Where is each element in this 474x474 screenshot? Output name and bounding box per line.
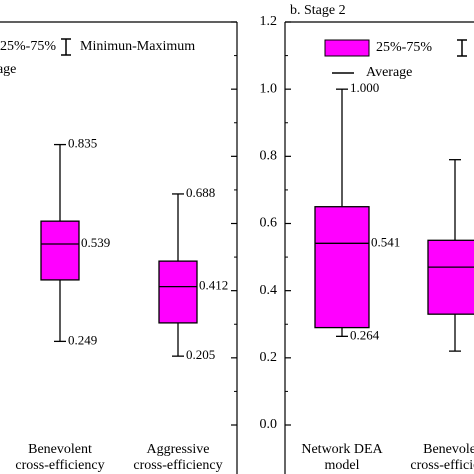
box [158, 260, 198, 324]
data-label: 0.205 [186, 347, 215, 362]
box [40, 220, 80, 281]
y-tick-label: 1.0 [260, 81, 278, 96]
data-label: 0.539 [81, 235, 110, 250]
legend-label: Minimun-Maximum [80, 39, 195, 54]
x-tick-label: Benevolent [423, 442, 474, 457]
y-tick-label: 0.6 [260, 216, 278, 231]
data-label: 1.000 [350, 80, 379, 95]
y-tick-label: 0.2 [260, 350, 278, 365]
legend-label: 25%-75% [376, 40, 432, 55]
x-tick-label: model [325, 458, 360, 473]
x-tick-label: cross-efficiency [410, 458, 474, 473]
data-label: 0.688 [186, 185, 215, 200]
y-tick-label: 0.4 [260, 283, 278, 298]
box [314, 206, 370, 329]
box [427, 239, 474, 315]
data-label: 0.541 [371, 234, 400, 249]
legend-swatch [324, 39, 370, 57]
x-tick-label: Aggressive [147, 442, 210, 457]
legend-label: 25%-75% [0, 39, 56, 54]
x-tick-label: Network DEA [301, 442, 383, 457]
x-tick-label: Benevolent [28, 442, 92, 457]
data-label: 0.264 [350, 327, 380, 342]
legend-label: Average [0, 62, 16, 77]
data-label: 0.835 [68, 136, 97, 151]
panel-title: b. Stage 2 [290, 3, 346, 18]
x-tick-label: cross-efficiency [133, 458, 222, 473]
y-tick-label: 0.0 [260, 417, 278, 432]
x-tick-label: cross-efficiency [15, 458, 104, 473]
y-tick-label: 1.2 [260, 14, 278, 29]
legend-label: Average [366, 65, 412, 80]
y-tick-label: 0.8 [260, 149, 278, 164]
data-label: 0.412 [199, 278, 228, 293]
data-label: 0.249 [68, 332, 97, 347]
